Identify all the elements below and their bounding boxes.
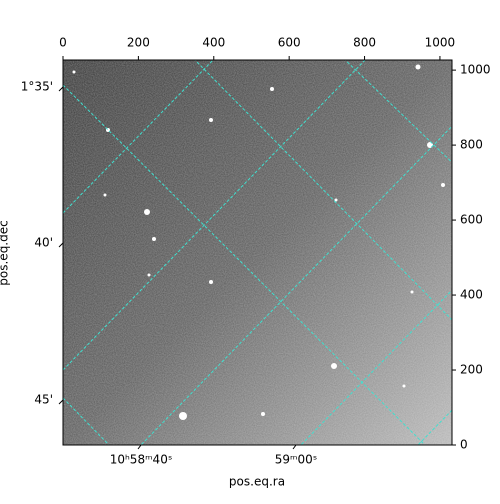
y-tick-label: 0 <box>460 438 468 452</box>
x-tick-label: 600 <box>278 36 301 50</box>
ra-tick-label: 59ᵐ00ˢ <box>275 453 318 467</box>
ra-tick-label: 10ʰ58ᵐ40ˢ <box>110 453 173 467</box>
dec-tick <box>58 399 64 405</box>
wcs-grid-line <box>194 60 452 321</box>
wcs-grid-line <box>63 397 110 445</box>
wcs-grid-line <box>63 60 214 214</box>
y-tick-label: 600 <box>460 213 483 227</box>
y-tick-label: 200 <box>460 363 483 377</box>
x-tick-label: 0 <box>59 36 67 50</box>
x-tick-label: 200 <box>127 36 150 50</box>
dec-tick-label: 45' <box>34 393 53 407</box>
y-axis-label: pos.eq.dec <box>0 220 11 285</box>
x-axis-label: pos.eq.ra <box>229 475 285 489</box>
dec-tick-label: 40' <box>34 236 53 250</box>
wcs-grid-line <box>140 125 452 445</box>
y-tick-label: 400 <box>460 288 483 302</box>
x-tick-label: 400 <box>202 36 225 50</box>
x-tick-label: 800 <box>353 36 376 50</box>
plot-frame <box>62 59 453 446</box>
wcs-grid-line <box>344 60 452 164</box>
x-tick-label: 1000 <box>425 36 456 50</box>
ra-tick <box>292 444 297 450</box>
ra-tick <box>137 444 142 450</box>
wcs-grid-line <box>300 289 452 445</box>
wcs-grid-line <box>63 84 426 445</box>
wcs-grid-line <box>417 409 452 445</box>
dec-tick <box>58 86 64 92</box>
dec-tick <box>58 242 64 248</box>
dec-tick-label: 1°35' <box>21 80 53 94</box>
wcs-grid-line <box>63 60 366 371</box>
image <box>63 60 452 445</box>
y-tick-label: 800 <box>460 138 483 152</box>
y-tick-label: 1000 <box>460 63 491 77</box>
